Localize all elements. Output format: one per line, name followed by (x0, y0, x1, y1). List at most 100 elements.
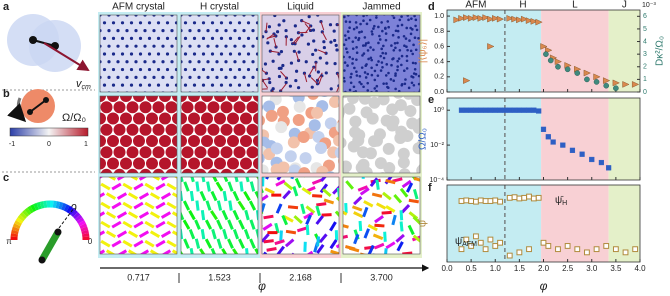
rod (84, 192, 94, 200)
angle-arc (11, 226, 20, 232)
particle (354, 21, 358, 24)
point (477, 239, 484, 246)
snapshot-bg (100, 15, 177, 92)
particle (277, 74, 282, 79)
point (497, 107, 503, 113)
particle (215, 60, 219, 64)
particle (364, 42, 368, 45)
particle (113, 101, 126, 114)
velocity (337, 24, 339, 26)
annotation: ψ̄H (555, 195, 567, 207)
rod (343, 223, 349, 229)
particle (284, 80, 288, 85)
particle (263, 62, 268, 66)
particle (181, 157, 187, 170)
rod (189, 190, 195, 202)
y2-axis-label: Dκ²/Ω₀ (655, 36, 666, 66)
particle (102, 21, 107, 25)
rod (133, 220, 144, 229)
rod (373, 263, 383, 269)
particle (414, 61, 417, 65)
particle (89, 13, 92, 16)
particle (206, 60, 210, 64)
point (593, 73, 601, 81)
particle (262, 115, 265, 126)
point (603, 82, 610, 89)
column-header: Jammed (362, 2, 400, 13)
phase-label: AFM (465, 0, 486, 11)
particle (89, 60, 92, 63)
snapshot-border (180, 176, 259, 255)
rod (216, 219, 223, 230)
angle-arc (80, 226, 89, 232)
particle (344, 90, 347, 92)
rod (305, 224, 310, 236)
particle (400, 83, 404, 87)
snapshot (343, 96, 420, 173)
angle-arc (39, 201, 45, 209)
angle-arc (70, 209, 78, 218)
particle (116, 60, 120, 64)
colorbar-label: Ω/Ω₀ (62, 112, 86, 124)
velocity (336, 86, 339, 92)
particle (400, 54, 404, 58)
particle (393, 41, 397, 45)
point (458, 246, 465, 253)
particle (165, 52, 170, 56)
rod (84, 249, 94, 257)
point (463, 77, 471, 84)
rod (303, 241, 307, 252)
particle (396, 24, 400, 28)
particle (307, 96, 319, 100)
particle (351, 57, 355, 61)
particle (174, 67, 177, 72)
particle (220, 146, 233, 159)
rod (316, 236, 321, 247)
particle (296, 86, 301, 90)
point (478, 107, 484, 113)
particle (170, 44, 174, 48)
rod (171, 192, 177, 200)
particle (412, 142, 420, 155)
particle (156, 52, 161, 56)
rod (312, 194, 323, 198)
point (487, 236, 494, 243)
particle (129, 83, 134, 87)
rod (253, 260, 257, 270)
particle (418, 90, 420, 92)
rod (194, 219, 201, 230)
rod (149, 192, 161, 200)
particle (251, 44, 255, 48)
particle (181, 112, 187, 125)
rod (200, 209, 206, 221)
particle (349, 7, 352, 10)
particle (227, 112, 239, 125)
particle (350, 72, 353, 76)
point (535, 194, 542, 201)
snapshot-border (180, 14, 259, 93)
rod (335, 196, 339, 206)
snapshot (181, 96, 258, 173)
rod (374, 215, 384, 224)
snapshot-border (261, 176, 340, 255)
rod (412, 234, 420, 244)
particle (161, 28, 165, 33)
particle (369, 56, 373, 60)
particle (192, 67, 197, 72)
particle (343, 170, 350, 173)
particle (366, 81, 370, 85)
particle (172, 112, 177, 125)
particle (409, 49, 413, 53)
particle (279, 50, 284, 54)
particle (300, 33, 304, 37)
rod (149, 177, 161, 181)
particle (343, 137, 347, 149)
particle (165, 67, 170, 72)
angle-left: π (6, 237, 12, 246)
particle (192, 83, 197, 87)
rod (166, 239, 177, 248)
particle (366, 112, 379, 125)
particle (107, 28, 111, 33)
particle (411, 52, 415, 56)
particle (156, 21, 161, 25)
